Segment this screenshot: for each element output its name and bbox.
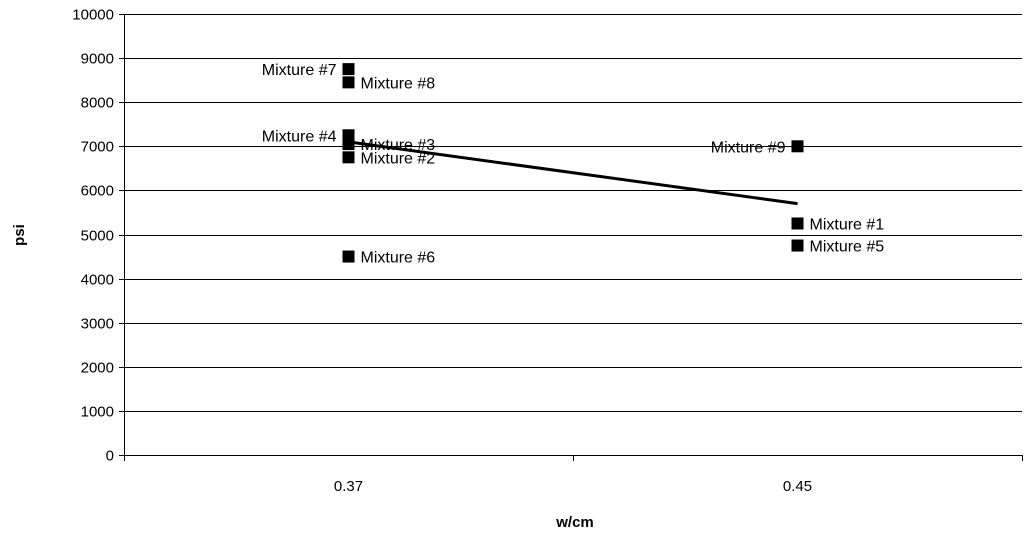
x-tick-label: 0.45: [783, 478, 812, 495]
y-tick-label: 5000: [81, 228, 114, 245]
y-tick-label: 9000: [81, 51, 114, 68]
data-point: [791, 217, 804, 230]
point-label: Mixture #2: [361, 150, 436, 167]
gridlines: [124, 14, 1022, 412]
point-label: Mixture #5: [810, 239, 885, 256]
data-point: [791, 140, 804, 153]
y-tick-label: 8000: [81, 95, 114, 112]
y-tick-label: 6000: [81, 183, 114, 200]
point-label: Mixture #9: [711, 139, 786, 156]
data-point: [342, 76, 355, 89]
data-point: [791, 239, 804, 252]
data-points: Mixture #7 Mixture #8 Mixture #4 Mixture #3…: [262, 62, 885, 266]
y-axis-title: psi: [11, 224, 28, 246]
point-label: Mixture #6: [361, 250, 436, 267]
y-tick-label: 1000: [81, 404, 114, 421]
point-label: Mixture #4: [262, 128, 337, 145]
data-point: [342, 151, 355, 164]
y-tick-label: 3000: [81, 316, 114, 333]
point-label: Mixture #3: [361, 137, 436, 154]
point-label: Mixture #7: [262, 62, 337, 79]
x-tick-labels: 0.37 0.45: [334, 478, 812, 495]
x-tick-label: 0.37: [334, 478, 363, 495]
data-point: [342, 250, 355, 263]
trendline-group: [348, 140, 798, 206]
x-axis-title: w/cm: [555, 514, 594, 531]
y-tick-label: 10000: [72, 7, 114, 24]
point-label: Mixture #1: [810, 216, 885, 233]
y-tick-label: 4000: [81, 272, 114, 289]
trendline: [348, 140, 798, 206]
y-tick-label: 7000: [81, 139, 114, 156]
point-label: Mixture #8: [361, 75, 436, 92]
y-tick-label: 0: [106, 448, 114, 465]
axes: [119, 14, 1023, 461]
y-tick-label: 2000: [81, 360, 114, 377]
data-point: [342, 138, 355, 151]
y-tick-labels: 0 1000 2000 3000 4000 5000 6000 7000 8000 9000 100…: [72, 7, 114, 465]
data-point: [342, 63, 355, 76]
